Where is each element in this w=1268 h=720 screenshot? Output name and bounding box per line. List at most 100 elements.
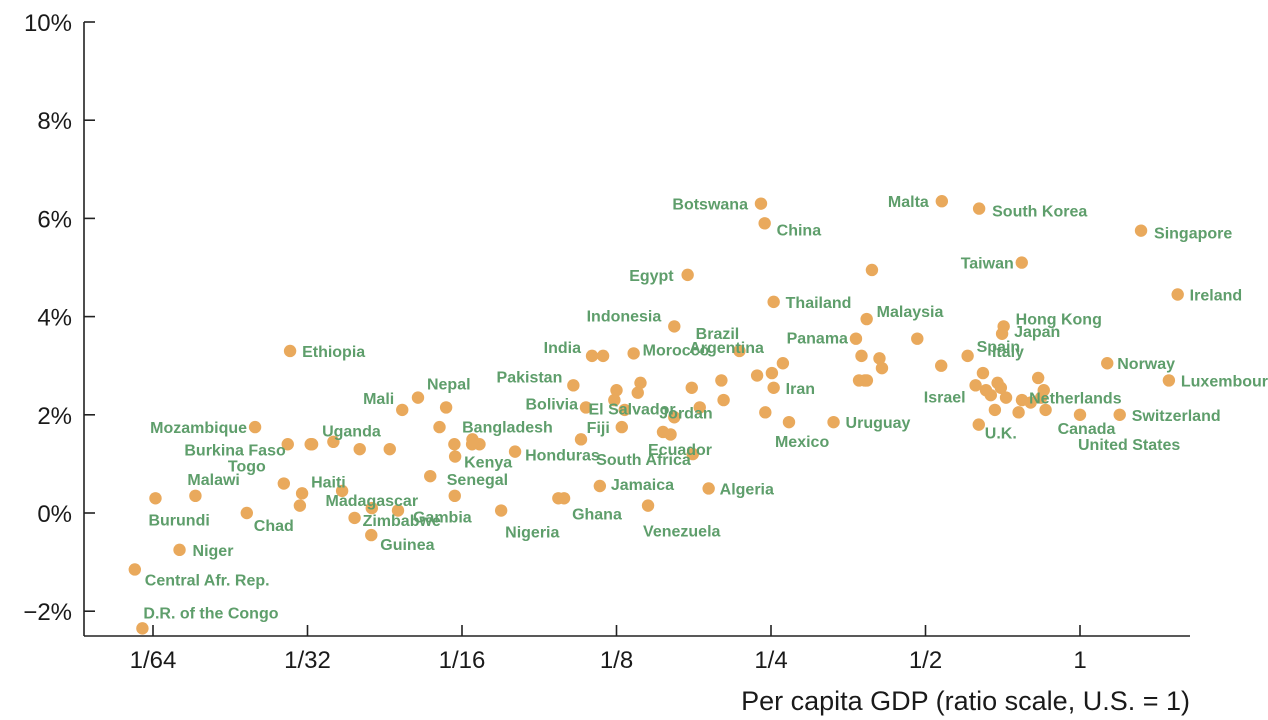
data-point-singapore <box>1134 224 1148 237</box>
data-label-panama: Panama <box>787 331 848 348</box>
data-label-ecuador: Ecuador <box>648 442 712 459</box>
data-point <box>988 403 1002 417</box>
data-label-fiji: Fiji <box>587 420 610 437</box>
data-point-israel <box>969 379 982 392</box>
axes: −2% 0% 2% 4% 6% 8% 10% 1/64 1/32 1/16 1/8 1/4 1/2 1 <box>23 10 1190 674</box>
data-point <box>327 435 340 449</box>
data-label-ghana: Ghana <box>572 506 622 523</box>
data-point <box>634 376 647 390</box>
y-tick-label: 10% <box>24 10 72 37</box>
data-label-italy: Italy <box>992 344 1024 361</box>
data-label-hong-kong: Hong Kong <box>1016 311 1102 328</box>
data-point-malta <box>935 195 949 208</box>
data-point-malaysia <box>860 312 873 326</box>
y-tick-label: 0% <box>37 501 72 528</box>
data-label-israel: Israel <box>924 389 966 406</box>
data-label-el-salvador: El Salvador <box>589 401 676 418</box>
data-point <box>873 352 886 365</box>
data-label-central-afr-rep: Central Afr. Rep. <box>145 572 270 589</box>
data-label-mozambique: Mozambique <box>150 420 247 437</box>
data-point-thailand <box>767 295 780 309</box>
data-label-indonesia: Indonesia <box>587 308 662 325</box>
data-label-ireland: Ireland <box>1190 288 1242 305</box>
data-point-d-r-of-the-congo <box>136 622 149 635</box>
data-point <box>855 349 868 363</box>
data-point <box>984 388 998 402</box>
data-label-malawi: Malawi <box>187 472 239 489</box>
data-label-spain: Spain <box>977 339 1021 356</box>
data-label-taiwan: Taiwan <box>961 256 1014 273</box>
data-label-malta: Malta <box>888 194 929 211</box>
data-point-argentina <box>765 366 779 380</box>
data-point-nigeria <box>494 504 508 517</box>
data-point <box>631 386 644 399</box>
data-label-japan: Japan <box>1014 324 1060 341</box>
data-point-guinea <box>365 528 378 542</box>
data-point-south-africa <box>686 447 699 461</box>
data-point-uruguay <box>827 415 840 429</box>
data-label-gambia: Gambia <box>413 510 472 527</box>
data-label-luxembourg: Luxembourg <box>1181 373 1268 390</box>
data-label-iran: Iran <box>786 381 815 398</box>
data-point-indonesia <box>668 320 681 333</box>
data-point-panama <box>849 332 863 345</box>
data-label-south-africa: South Africa <box>596 452 691 469</box>
data-label-jordan: Jordan <box>659 405 712 422</box>
data-point-united-states <box>1073 408 1087 421</box>
data-label-switzerland: Switzerland <box>1132 408 1221 425</box>
data-point <box>750 369 764 382</box>
data-point <box>383 442 396 456</box>
data-point-u-k <box>972 418 985 431</box>
data-point-ghana <box>557 492 571 505</box>
data-point <box>596 349 610 363</box>
data-label-mali: Mali <box>363 391 394 408</box>
data-label-d-r-of-the-congo: D.R. of the Congo <box>143 605 278 622</box>
data-label-nepal: Nepal <box>427 377 471 394</box>
data-point <box>618 403 631 417</box>
data-label-thailand: Thailand <box>786 295 852 312</box>
data-label-norway: Norway <box>1117 356 1175 373</box>
data-label-zimbabwe: Zimbabwe <box>363 513 441 530</box>
data-label-u-k: U.K. <box>985 426 1017 443</box>
data-point-canada <box>1039 403 1052 417</box>
data-point-venezuela <box>641 499 655 512</box>
data-point <box>433 420 446 434</box>
data-label-pakistan: Pakistan <box>497 369 563 386</box>
data-point-brazil <box>733 344 746 358</box>
data-point <box>424 469 437 483</box>
data-label-united-states: United States <box>1078 437 1180 454</box>
data-point <box>1024 396 1037 409</box>
data-label-south-korea: South Korea <box>992 204 1087 221</box>
y-tick-label: 2% <box>37 403 72 430</box>
x-tick-label: 1/64 <box>130 647 177 674</box>
data-point <box>715 374 728 387</box>
data-point-bolivia <box>579 401 593 414</box>
data-point-morocco <box>627 347 640 360</box>
data-point-spain <box>961 349 974 363</box>
x-tick-label: 1/4 <box>754 647 787 674</box>
data-point-mozambique <box>248 420 262 434</box>
data-point-jamaica <box>593 479 607 493</box>
data-label-madagascar: Madagascar <box>326 493 419 510</box>
data-point <box>608 393 621 407</box>
data-label-jamaica: Jamaica <box>611 477 674 494</box>
data-point-uganda <box>305 438 319 451</box>
data-label-uganda: Uganda <box>322 423 381 440</box>
data-point <box>911 332 924 345</box>
data-label-morocco: Morocco <box>643 342 710 359</box>
x-tick-label: 1/32 <box>284 647 331 674</box>
data-label-malaysia: Malaysia <box>877 304 944 321</box>
data-label-togo: Togo <box>228 459 266 476</box>
data-point <box>1031 371 1045 385</box>
data-label-brazil: Brazil <box>696 326 740 343</box>
data-label-algeria: Algeria <box>720 481 774 498</box>
data-point-taiwan <box>1015 256 1028 269</box>
y-tick-label: 8% <box>37 108 72 135</box>
data-point <box>860 374 874 387</box>
data-point-japan <box>995 327 1009 340</box>
y-axis-ticks: −2% 0% 2% 4% 6% 8% 10% <box>23 10 95 626</box>
data-point-switzerland <box>1113 408 1126 421</box>
data-point <box>776 357 790 370</box>
data-point-italy <box>976 366 990 380</box>
